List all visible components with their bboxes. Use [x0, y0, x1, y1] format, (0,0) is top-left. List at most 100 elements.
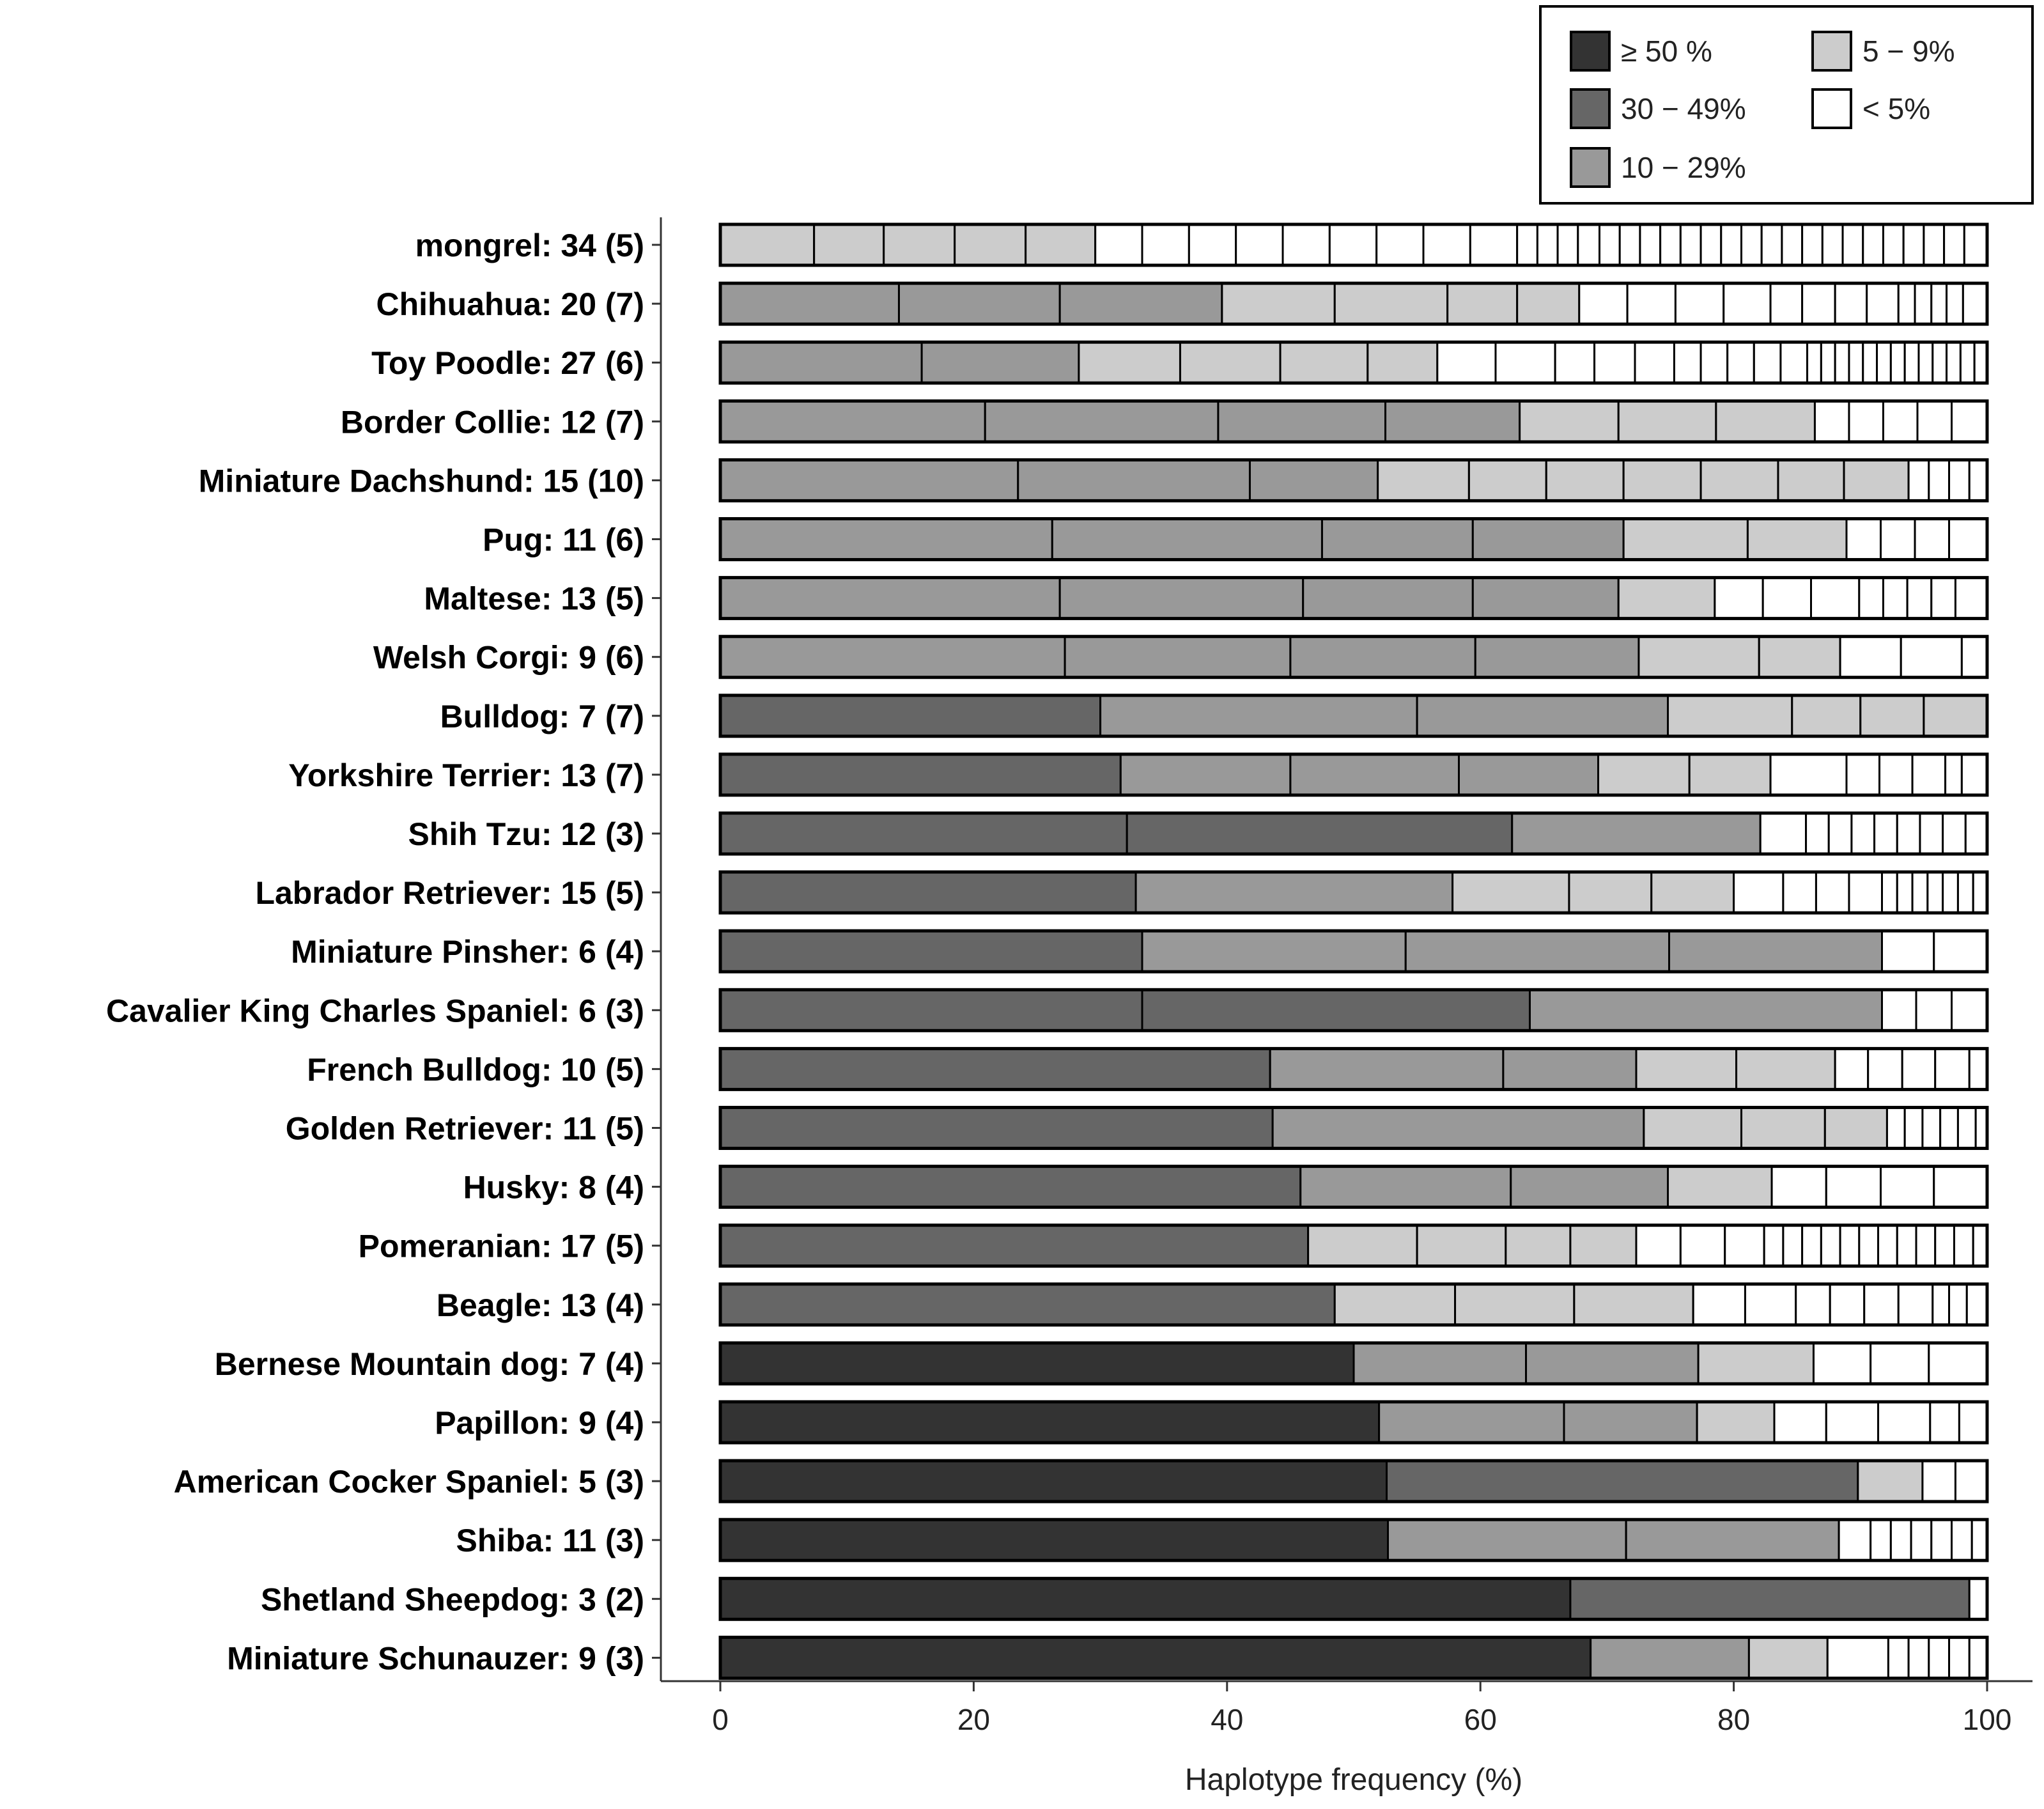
bar-segment: [1848, 341, 1864, 384]
bar-segment: [719, 282, 900, 325]
bar-outline: [718, 694, 1989, 738]
bar-segment: [1758, 635, 1841, 679]
bar-segment: [1972, 871, 1988, 914]
bar-segment: [1858, 577, 1884, 620]
bar-row: [718, 1576, 1989, 1621]
bar-segment: [1747, 1636, 1829, 1679]
bar-segment: [1281, 223, 1331, 267]
bar-segment: [1948, 1283, 1968, 1326]
bar-segment: [1126, 812, 1514, 855]
bar-segment: [1932, 1283, 1951, 1326]
bar-segment: [1829, 1283, 1866, 1326]
bar-segment: [1618, 223, 1641, 267]
bar-segment: [1956, 871, 1974, 914]
bar-segment: [1857, 1459, 1924, 1503]
bar-segment: [1179, 341, 1281, 384]
bar-segment: [1333, 1283, 1457, 1326]
bar-row: [718, 1046, 1989, 1091]
bar-segment: [1134, 871, 1454, 914]
bar-segment: [1471, 577, 1620, 620]
bar-segment: [1911, 753, 1947, 796]
bar-segment: [920, 341, 1080, 384]
bar-segment: [1972, 1224, 1988, 1268]
bar-segment: [1452, 871, 1570, 914]
bar-segment: [1404, 929, 1671, 973]
bar-segment: [1667, 1165, 1773, 1209]
bar-outline: [718, 458, 1989, 502]
bar-segment: [1870, 1518, 1892, 1562]
bar-segment: [1726, 341, 1755, 384]
category-label: Cavalier King Charles Spaniel: 6 (3): [106, 993, 644, 1029]
bar-segment: [1375, 223, 1425, 267]
bar-segment: [1141, 929, 1407, 973]
bar-segment: [1933, 929, 1988, 973]
bar-segment: [1867, 1047, 1903, 1091]
bar-segment: [1964, 812, 1988, 855]
bar-segment: [719, 1224, 1310, 1268]
bar-segment: [1017, 458, 1251, 502]
legend-swatch: [1570, 88, 1611, 129]
bar-segment: [1929, 1401, 1960, 1444]
bar-segment: [1569, 1224, 1638, 1268]
bar-row: [718, 1282, 1989, 1327]
bar-segment: [1887, 1636, 1910, 1679]
bar-segment: [1735, 1047, 1836, 1091]
bar-segment: [1416, 694, 1669, 738]
bar-outline: [718, 399, 1989, 444]
bar-segment: [1801, 1224, 1822, 1268]
bar-segment: [1933, 1165, 1988, 1209]
bar-segment: [1058, 577, 1305, 620]
bar-segment: [1638, 635, 1760, 679]
category-label: Border Collie: 12 (7): [341, 404, 644, 440]
category-label: Toy Poodle: 27 (6): [371, 345, 644, 381]
bar-segment: [1963, 223, 1988, 267]
bar-segment: [1078, 341, 1181, 384]
bar-segment: [1962, 282, 1988, 325]
bar-segment: [1873, 812, 1898, 855]
bar-segment: [1302, 577, 1474, 620]
bar-segment: [1545, 458, 1625, 502]
bar-segment: [1141, 223, 1190, 267]
bar-segment: [1901, 1047, 1937, 1091]
bar-outline: [718, 1459, 1989, 1503]
bar-segment: [719, 1636, 1592, 1679]
bar-segment: [1948, 1636, 1970, 1679]
bar-segment: [1279, 341, 1369, 384]
bar-segment: [813, 223, 885, 267]
category-label: American Cocker Spaniel: 5 (3): [174, 1464, 644, 1500]
category-label: Miniature Schunauzer: 9 (3): [227, 1640, 644, 1676]
bar-row: [718, 811, 1989, 856]
bar-segment: [1877, 1224, 1898, 1268]
bar-segment: [1773, 1401, 1827, 1444]
bar-segment: [1923, 694, 1988, 738]
bar-segment: [1903, 1106, 1924, 1149]
bar-outline: [718, 1282, 1989, 1327]
bar-segment: [1733, 871, 1785, 914]
category-label: Chihuahua: 20 (7): [376, 286, 644, 322]
category-label: Golden Retriever: 11 (5): [286, 1111, 644, 1147]
bar-segment: [1699, 458, 1779, 502]
bar-segment: [1761, 577, 1813, 620]
bar-segment: [1825, 1401, 1880, 1444]
bar-segment: [1880, 1165, 1935, 1209]
bar-outline: [718, 1046, 1989, 1091]
bar-segment: [1915, 1224, 1937, 1268]
bar-segment: [1525, 1342, 1699, 1385]
bar-row: [718, 281, 1989, 326]
bar-outline: [718, 1400, 1989, 1445]
bar-segment: [1897, 282, 1916, 325]
bar-outline: [718, 1518, 1989, 1562]
bar-segment: [719, 635, 1066, 679]
bar-segment: [1744, 1283, 1797, 1326]
bar-segment: [1968, 1636, 1988, 1679]
bar-row: [718, 1341, 1989, 1386]
bar-segment: [1880, 871, 1898, 914]
bar-outline: [718, 1165, 1989, 1209]
category-label: Miniature Dachshund: 15 (10): [199, 463, 644, 499]
bar-outline: [718, 635, 1989, 679]
legend-label: 30 − 49%: [1621, 92, 1746, 125]
legend-label: ≥ 50 %: [1621, 35, 1712, 68]
x-tick-label: 20: [957, 1703, 990, 1736]
x-axis-title: Haplotype frequency (%): [1185, 1763, 1522, 1797]
bar-segment: [1446, 282, 1519, 325]
